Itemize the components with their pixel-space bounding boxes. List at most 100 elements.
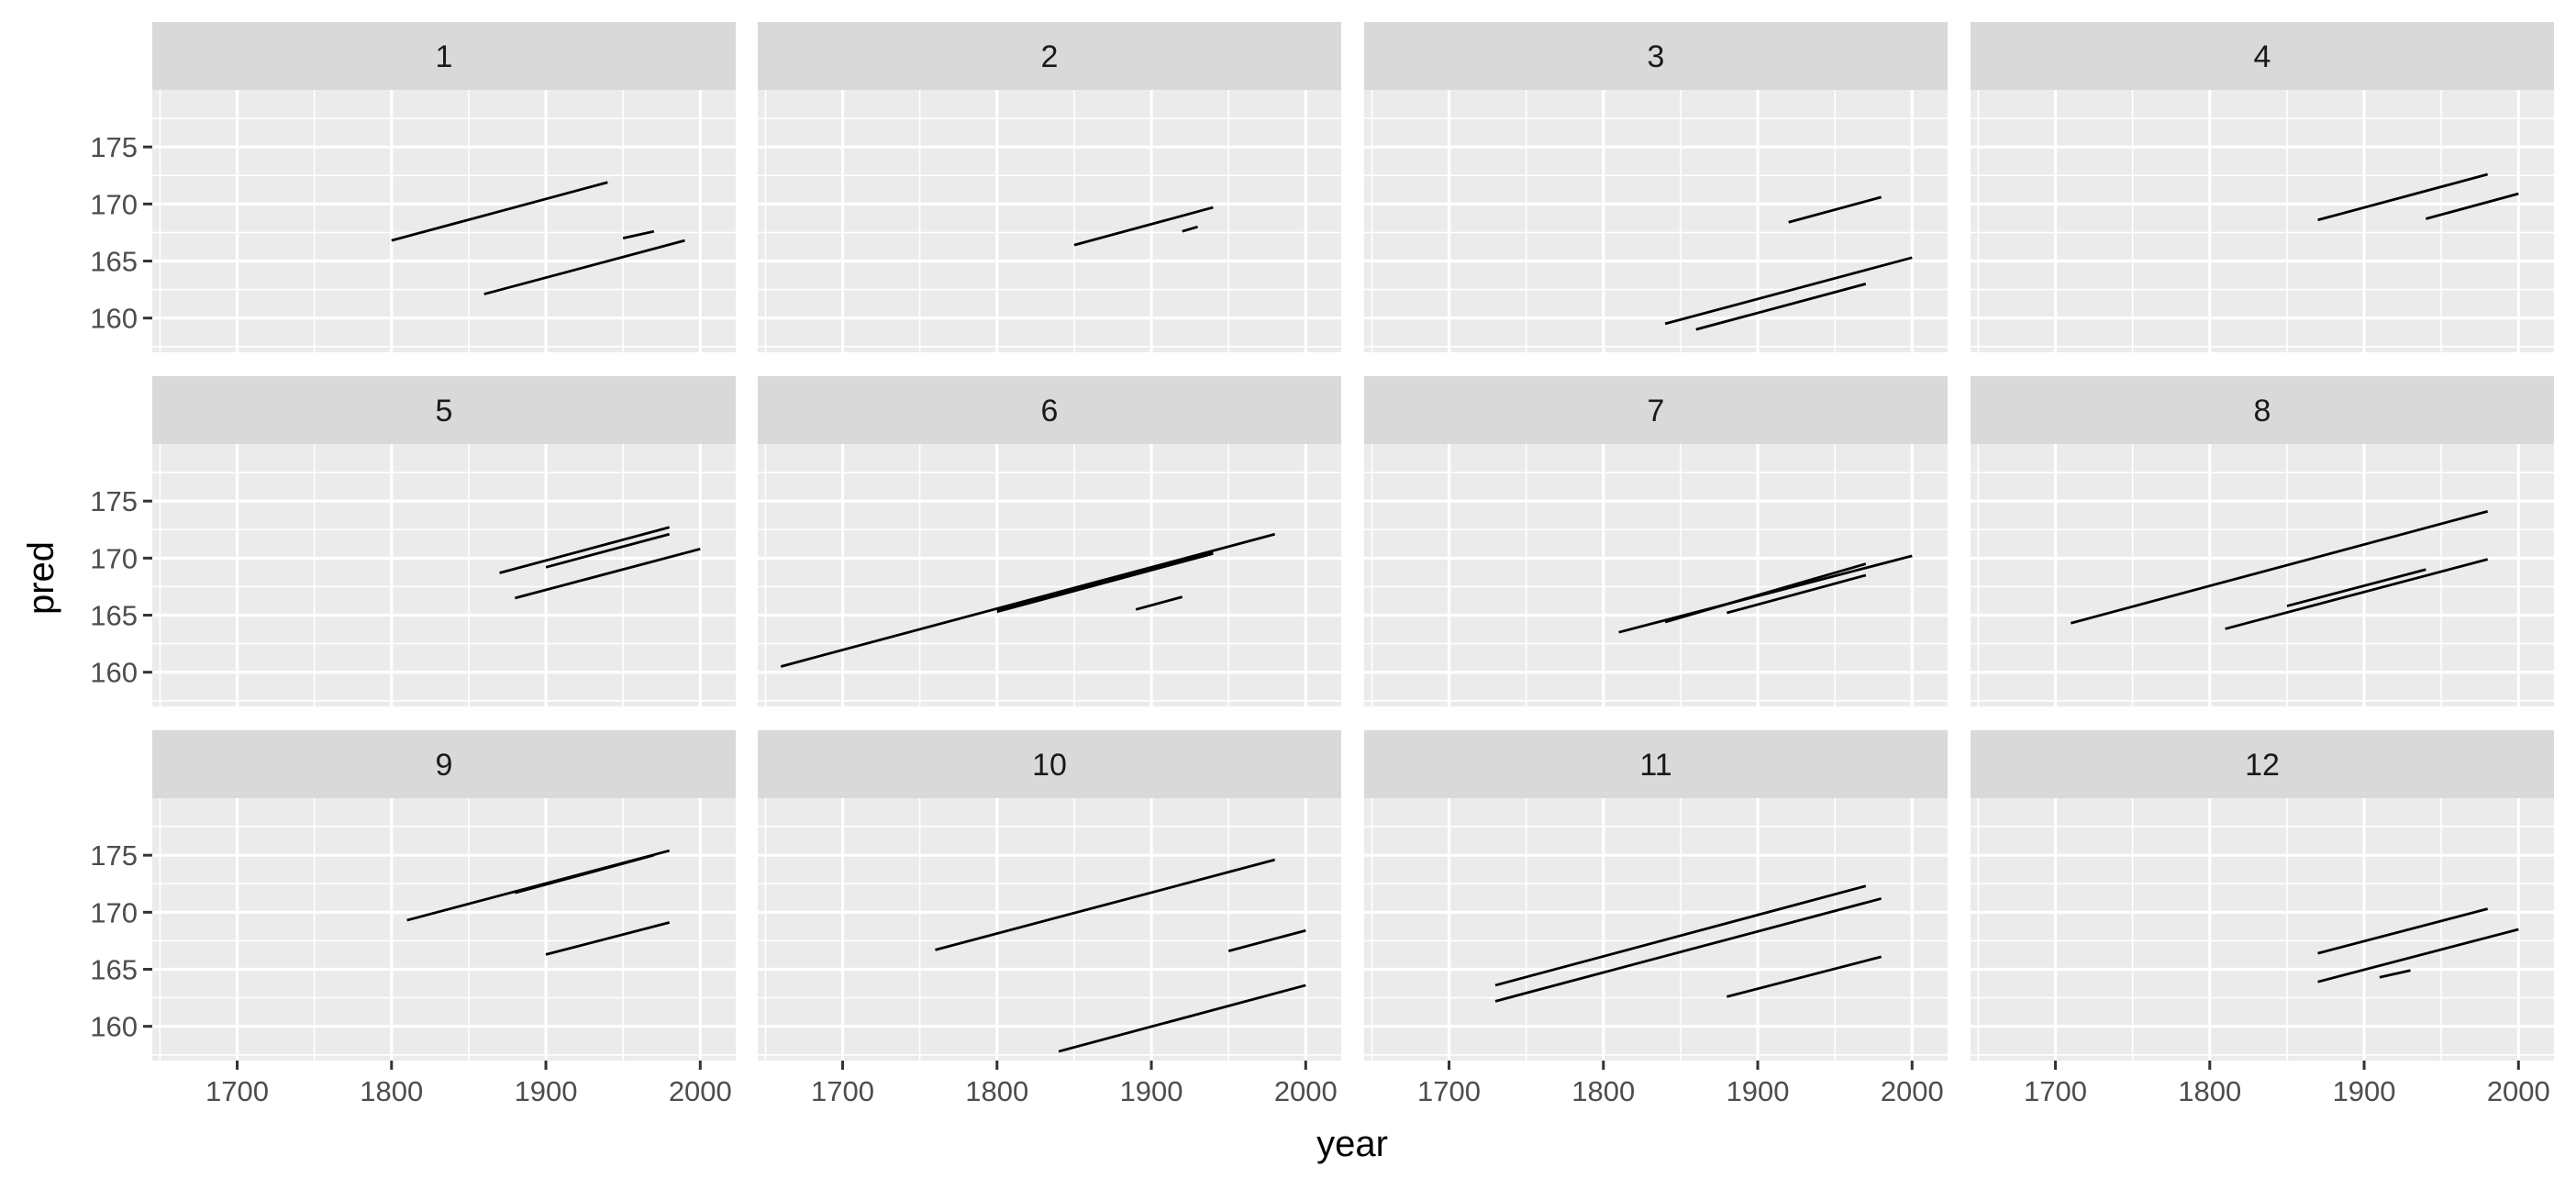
y-tick-label: 165 xyxy=(90,600,138,632)
panel-background xyxy=(758,798,1341,1061)
series-line xyxy=(1494,884,1867,987)
x-axis-col-4: 1700 1800 1900 2000 xyxy=(2024,1061,2550,1107)
x-tick-label: 1800 xyxy=(360,1075,423,1107)
y-axis-row-1: 160 165 170 175 xyxy=(90,131,152,335)
facet-strip-label: 1 xyxy=(436,39,453,74)
facet-panel-2: 2 xyxy=(758,22,1341,352)
series-line xyxy=(2071,510,2489,625)
panel-background xyxy=(1971,798,2554,1061)
series-line xyxy=(2317,928,2519,983)
facet-strip-label: 6 xyxy=(1041,394,1059,428)
series-line xyxy=(1664,256,1913,326)
y-axes: 160 165 170 175 160 165 170 175 160 165 170 175 xyxy=(90,131,152,1043)
x-axis-title: year xyxy=(1316,1124,1388,1164)
series-line xyxy=(1135,595,1183,611)
x-tick-label: 1900 xyxy=(1120,1075,1183,1107)
y-tick-label: 160 xyxy=(90,303,138,335)
facet-strip xyxy=(152,376,736,444)
y-tick-label: 175 xyxy=(90,131,138,163)
x-tick-label: 2000 xyxy=(1881,1075,1944,1107)
x-axis-col-1: 1700 1800 1900 2000 xyxy=(205,1061,732,1107)
series-line xyxy=(1664,562,1867,624)
panel-background xyxy=(152,444,736,706)
facet-strip xyxy=(1971,376,2554,444)
panels: 1 2 3 45 6 7 89 10 11 12 xyxy=(152,22,2554,1061)
y-tick-label: 160 xyxy=(90,657,138,689)
series-line xyxy=(515,853,655,895)
series-line xyxy=(2317,907,2489,955)
facet-strip-label: 11 xyxy=(1639,748,1671,783)
x-tick-label: 2000 xyxy=(2487,1075,2550,1107)
series-line xyxy=(1695,283,1867,331)
facet-panel-9: 9 xyxy=(152,730,736,1061)
facet-strip xyxy=(758,376,1341,444)
facet-strip xyxy=(1364,376,1948,444)
series-line xyxy=(622,229,655,240)
y-tick-label: 175 xyxy=(90,485,138,517)
facet-strip-label: 3 xyxy=(1648,39,1665,74)
facet-strip-label: 12 xyxy=(2245,748,2280,783)
x-axis-col-3: 1700 1800 1900 2000 xyxy=(1417,1061,1944,1107)
facet-panel-4: 4 xyxy=(1971,22,2554,352)
panel-background xyxy=(1364,444,1948,706)
series-line xyxy=(1494,897,1882,1003)
x-axis-col-2: 1700 1800 1900 2000 xyxy=(811,1061,1338,1107)
panel-background xyxy=(1971,90,2554,352)
series-line xyxy=(2317,172,2489,222)
panel-background xyxy=(758,444,1341,706)
facet-strip-label: 8 xyxy=(2254,394,2271,428)
facet-strip xyxy=(152,730,736,798)
series-line xyxy=(2225,558,2489,630)
y-tick-label: 170 xyxy=(90,896,138,928)
panel-background xyxy=(152,90,736,352)
y-tick-label: 170 xyxy=(90,188,138,220)
facet-panel-5: 5 xyxy=(152,376,736,706)
facet-strip-label: 7 xyxy=(1648,394,1665,428)
series-line xyxy=(499,526,671,574)
facet-strip xyxy=(1364,730,1948,798)
facet-strip xyxy=(758,22,1341,90)
y-tick-label: 160 xyxy=(90,1011,138,1043)
y-tick-label: 165 xyxy=(90,954,138,986)
series-line xyxy=(1727,955,1882,998)
panel-background xyxy=(152,798,736,1061)
panel-background xyxy=(1971,444,2554,706)
facet-strip xyxy=(1971,730,2554,798)
facet-strip-label: 4 xyxy=(2254,39,2271,74)
y-tick-label: 165 xyxy=(90,246,138,278)
series-line xyxy=(545,532,671,569)
facet-panel-11: 11 xyxy=(1364,730,1948,1061)
facet-panel-8: 8 xyxy=(1971,376,2554,706)
series-line xyxy=(545,921,671,956)
facet-strip xyxy=(152,22,736,90)
x-axes: 1700 1800 1900 2000 1700 1800 1900 2000 1700 1800… xyxy=(205,1061,2550,1107)
series-line xyxy=(2425,192,2519,220)
series-line xyxy=(2379,969,2411,979)
series-line xyxy=(996,552,1214,614)
facet-panel-1: 1 xyxy=(152,22,736,352)
x-tick-label: 2000 xyxy=(669,1075,732,1107)
y-axis-row-2: 160 165 170 175 xyxy=(90,485,152,689)
x-tick-label: 1800 xyxy=(1571,1075,1635,1107)
series-line xyxy=(1788,195,1882,224)
facet-strip-label: 9 xyxy=(436,748,453,783)
series-line xyxy=(2286,568,2426,607)
facet-strip-label: 10 xyxy=(1032,748,1067,783)
panel-background xyxy=(1364,90,1948,352)
series-line xyxy=(996,550,1214,611)
facet-strip xyxy=(758,730,1341,798)
x-tick-label: 1800 xyxy=(2178,1075,2241,1107)
series-line xyxy=(1227,928,1306,952)
facet-panel-12: 12 xyxy=(1971,730,2554,1061)
y-tick-label: 175 xyxy=(90,839,138,872)
panel-background xyxy=(758,90,1341,352)
x-tick-label: 1700 xyxy=(811,1075,874,1107)
series-line xyxy=(515,548,701,600)
series-line xyxy=(1058,983,1306,1053)
facet-strip-label: 2 xyxy=(1041,39,1059,74)
series-line xyxy=(1182,225,1198,233)
panel-background xyxy=(1364,798,1948,1061)
facet-panel-10: 10 xyxy=(758,730,1341,1061)
facet-panel-3: 3 xyxy=(1364,22,1948,352)
